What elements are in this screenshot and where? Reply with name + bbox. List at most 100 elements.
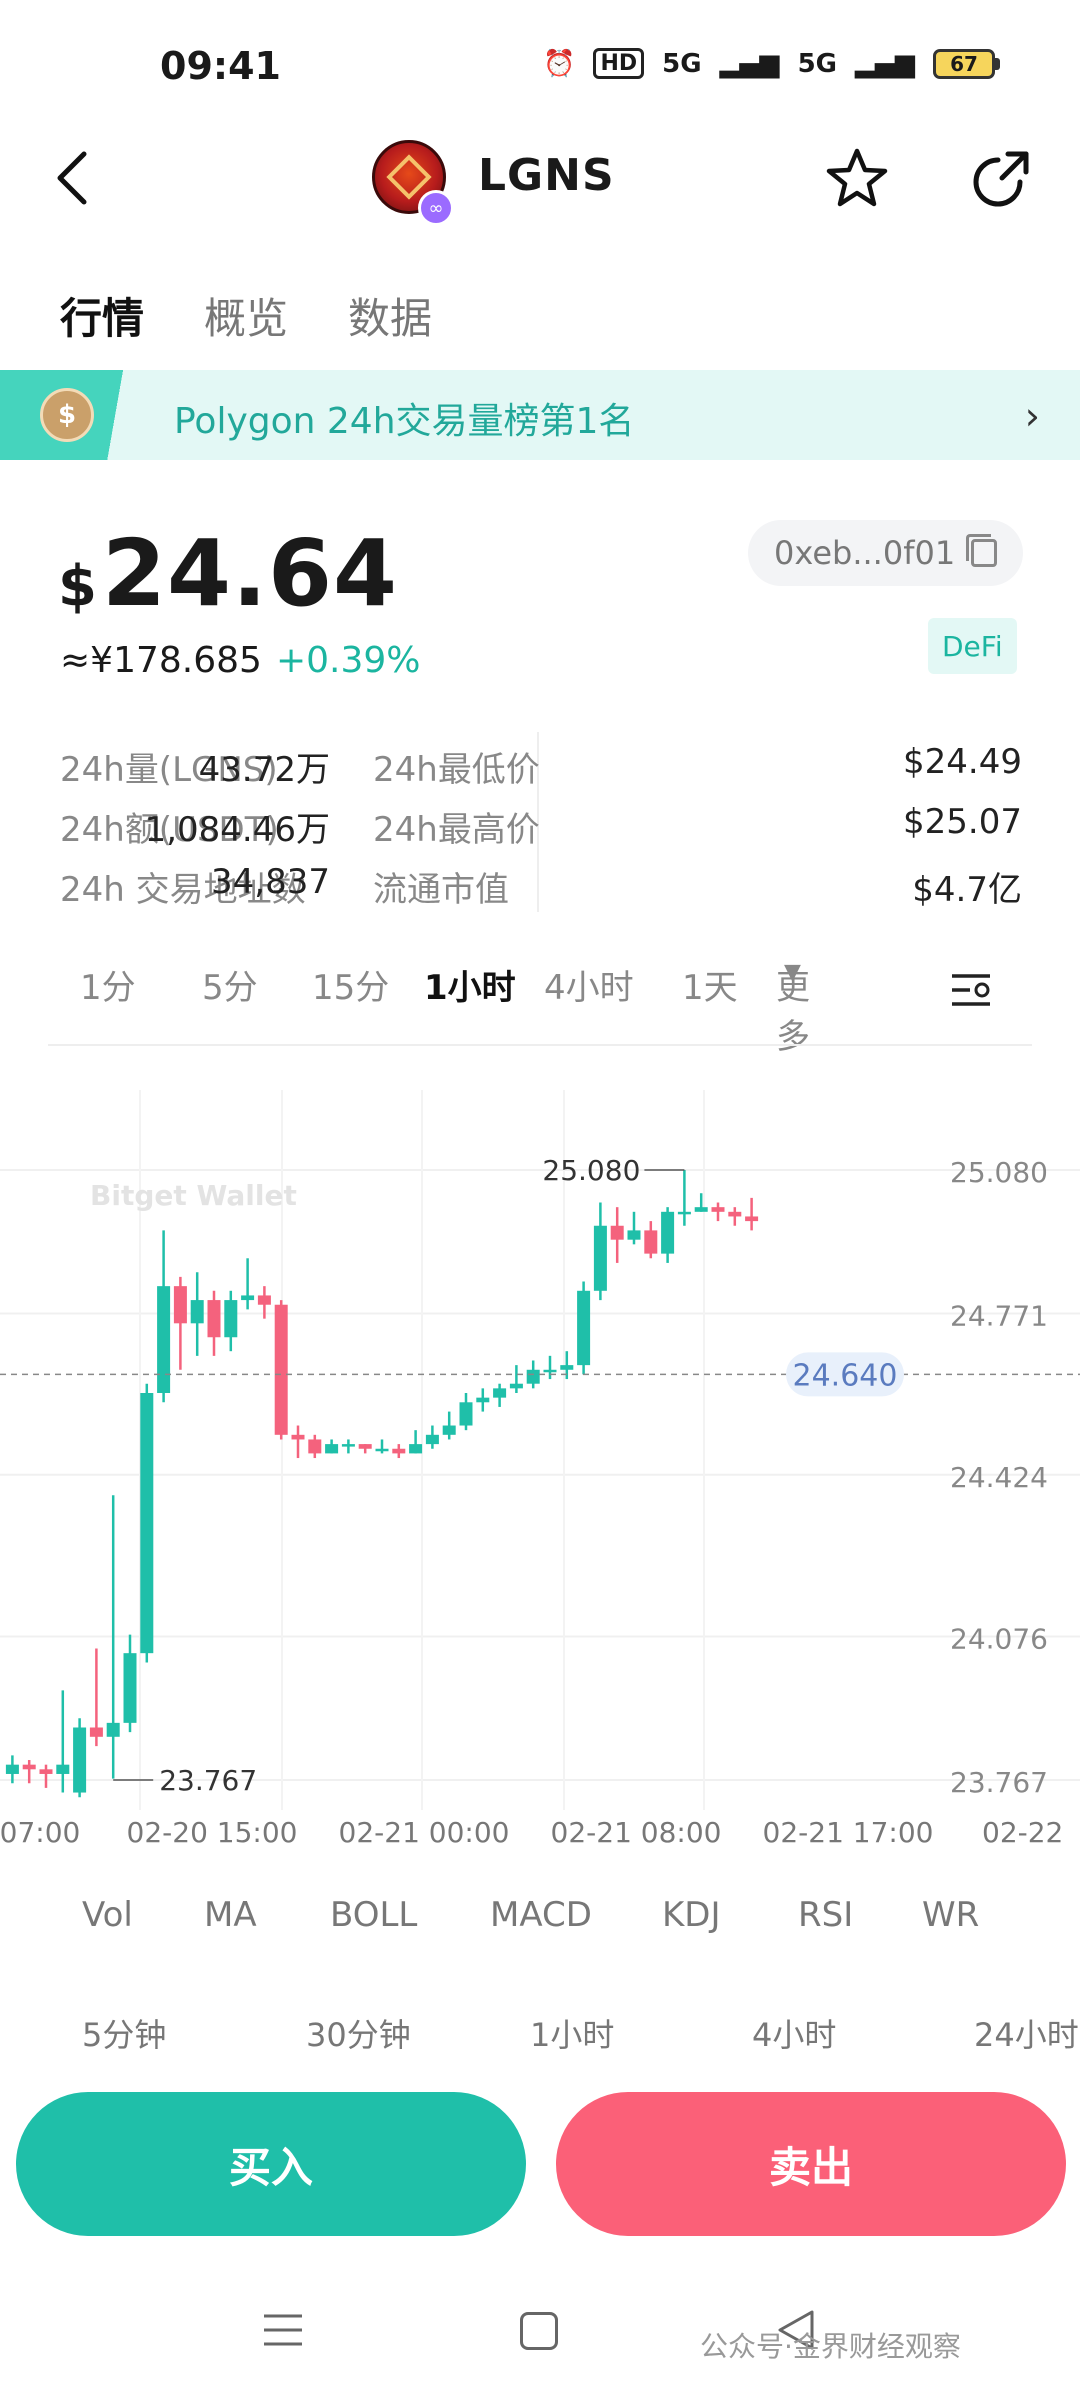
banner-text: Polygon 24h交易量榜第1名	[174, 401, 635, 442]
tab-data[interactable]: 数据	[348, 294, 433, 343]
hd-icon: HD	[593, 48, 645, 79]
alarm-icon: ⏰	[543, 48, 576, 79]
interval-1d[interactable]: 1天	[682, 968, 738, 1008]
candle-body	[173, 1286, 187, 1324]
candle-body	[392, 1448, 406, 1454]
stat-value: 34,837	[211, 862, 330, 902]
timeframe-24h[interactable]: 24小时	[974, 2016, 1079, 2054]
contract-address[interactable]: 0xeb...0f01	[748, 520, 1024, 586]
current-price-label: 24.640	[793, 1358, 898, 1393]
candle-body	[745, 1216, 759, 1222]
chart-settings-icon[interactable]	[950, 970, 994, 1010]
tab-market[interactable]: 行情	[60, 285, 145, 376]
indicator-ma[interactable]: MA	[204, 1895, 257, 1935]
indicator-wr[interactable]: WR	[922, 1895, 980, 1935]
candle-body	[711, 1207, 725, 1212]
candle-body	[39, 1769, 53, 1774]
candle-body	[207, 1300, 221, 1338]
interval-15m[interactable]: 15分	[312, 968, 390, 1008]
timeframe-30min[interactable]: 30分钟	[306, 2016, 411, 2054]
indicator-kdj[interactable]: KDJ	[662, 1895, 721, 1935]
interval-divider	[48, 1044, 1032, 1046]
x-tick-label: 02-21 17:00	[763, 1816, 934, 1849]
indicator-boll[interactable]: BOLL	[330, 1895, 418, 1935]
battery-icon: 67	[933, 48, 1000, 79]
nav-home-icon[interactable]	[520, 2312, 558, 2350]
stat-label: 24h最低价	[373, 750, 540, 790]
chain-badge-icon: ∞	[418, 190, 454, 226]
stat-label: 24h量(LGNS)	[60, 750, 278, 790]
star-icon[interactable]	[824, 146, 890, 212]
stat-label: 24h最高价	[373, 810, 540, 850]
price-currency: $	[58, 554, 98, 619]
timeframe-1h[interactable]: 1小时	[530, 2016, 615, 2054]
candle-body	[358, 1444, 372, 1449]
candle-body	[593, 1225, 607, 1291]
candle-body	[274, 1304, 288, 1435]
x-tick-label: 02-21 08:00	[551, 1816, 722, 1849]
price-cny: ≈¥178.685	[60, 640, 262, 681]
y-tick-label: 24.076	[950, 1622, 1048, 1655]
stat-value: 43.72万	[198, 750, 330, 790]
signal-icon-1: ▂▄▆	[719, 48, 780, 79]
candle-body	[459, 1402, 473, 1426]
interval-5m[interactable]: 5分	[202, 968, 258, 1008]
tab-overview[interactable]: 概览	[204, 294, 289, 343]
share-icon[interactable]	[968, 146, 1034, 212]
current-price-pill	[786, 1352, 904, 1397]
candle-body	[442, 1425, 456, 1435]
stats-grid: 24h量(LGNS) 43.72万 24h最低价 $24.49 24h额(USD…	[60, 742, 1022, 922]
stat-label: 24h额(USDT)	[60, 810, 279, 850]
nav-back-icon[interactable]	[776, 2308, 816, 2352]
stat-value: $25.07	[903, 802, 1022, 842]
candlestick-chart[interactable]: Bitget Wallet 24.640 25.080 23.767 25.080 24.…	[0, 1090, 1080, 1860]
battery-level: 67	[933, 48, 995, 79]
interval-selector: 1分 5分 15分 1小时 4小时 1天 更多 ▼	[80, 960, 810, 1057]
sell-button[interactable]: 卖出	[556, 2092, 1066, 2236]
candle-body	[493, 1388, 507, 1398]
stats-row: 24h额(USDT) 1,084.46万 24h最高价 $25.07	[60, 802, 1022, 862]
interval-4h[interactable]: 4小时	[544, 968, 634, 1008]
candle-body	[140, 1393, 154, 1654]
candle-body	[22, 1764, 36, 1770]
candle-body	[409, 1444, 423, 1454]
x-tick-label: 07:00	[0, 1816, 80, 1849]
status-bar: 09:41 ⏰ HD 5G ▂▄▆ 5G ▂▄▆ 67	[0, 0, 1080, 130]
candle-body	[89, 1727, 103, 1737]
stats-row: 24h量(LGNS) 43.72万 24h最低价 $24.49	[60, 742, 1022, 802]
stat-value: 1,084.46万	[144, 810, 330, 850]
x-tick-label: 02-20 15:00	[127, 1816, 298, 1849]
candle-body	[257, 1295, 271, 1305]
nav-menu-icon[interactable]	[262, 2312, 304, 2348]
buy-button[interactable]: 买入	[16, 2092, 526, 2236]
timeframe-5min[interactable]: 5分钟	[82, 2016, 167, 2054]
y-tick-label: 24.771	[950, 1300, 1048, 1333]
status-time: 09:41	[160, 44, 281, 88]
network-5g-2: 5G	[797, 48, 837, 79]
y-tick-label: 25.080	[950, 1156, 1048, 1189]
indicator-rsi[interactable]: RSI	[798, 1895, 854, 1935]
candle-body	[106, 1722, 120, 1737]
chevron-right-icon: ›	[1024, 394, 1040, 438]
candle-body	[157, 1286, 171, 1394]
back-icon[interactable]	[52, 150, 92, 206]
candle-body	[610, 1225, 624, 1240]
interval-1h[interactable]: 1小时	[424, 968, 516, 1008]
timeframe-4h[interactable]: 4小时	[752, 2016, 837, 2054]
price-value: $24.64	[58, 520, 398, 627]
category-tag[interactable]: DeFi	[928, 618, 1017, 674]
y-tick-label: 23.767	[950, 1766, 1048, 1799]
copy-icon[interactable]	[966, 534, 998, 567]
candle-body	[341, 1444, 355, 1447]
price-change: +0.39%	[275, 640, 421, 681]
indicator-macd[interactable]: MACD	[490, 1895, 592, 1935]
status-icons: ⏰ HD 5G ▂▄▆ 5G ▂▄▆ 67	[543, 48, 1000, 79]
chart-watermark: Bitget Wallet	[90, 1179, 297, 1212]
candle-body	[627, 1230, 641, 1240]
interval-1m[interactable]: 1分	[80, 968, 136, 1008]
tab-bar: 行情 概览 数据	[60, 285, 433, 376]
bitget-coin-icon: $	[40, 388, 94, 442]
candle-body	[526, 1369, 540, 1384]
ranking-banner[interactable]: $ Polygon 24h交易量榜第1名 ›	[0, 370, 1080, 460]
indicator-vol[interactable]: Vol	[82, 1895, 133, 1935]
